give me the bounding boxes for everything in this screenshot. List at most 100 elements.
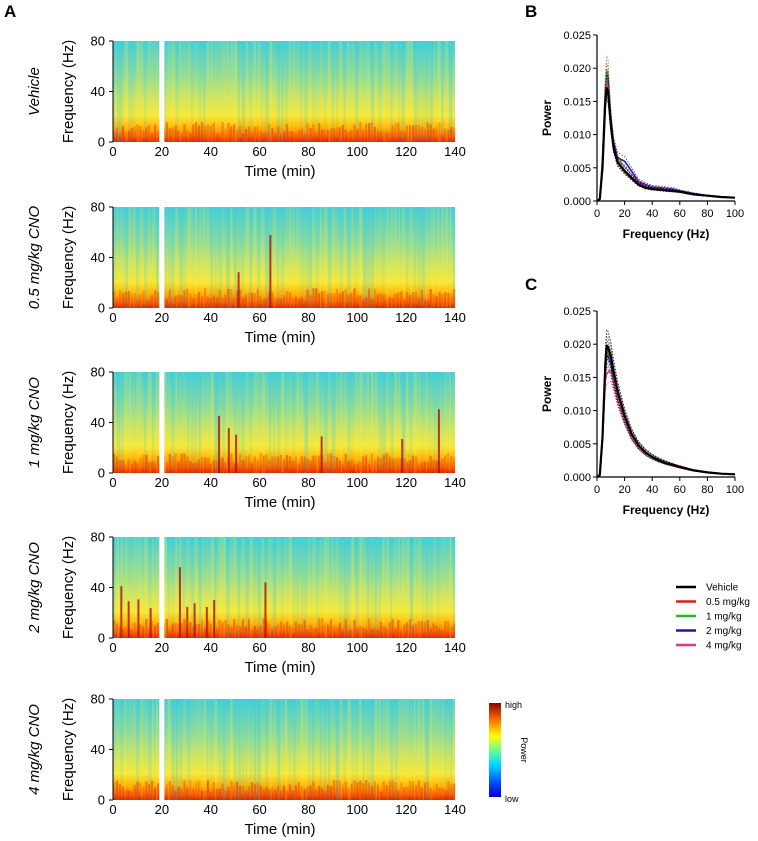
low-frequency-speckle — [362, 627, 365, 638]
y-tick-label: 80 — [91, 365, 105, 380]
low-frequency-speckle — [195, 294, 198, 308]
low-frequency-speckle — [209, 791, 212, 800]
x-tick-label: 140 — [444, 802, 466, 817]
low-frequency-speckle — [233, 619, 236, 638]
y-tick-label: 0.015 — [563, 372, 591, 384]
low-frequency-speckle — [262, 455, 265, 473]
y-tick-label: 80 — [91, 692, 105, 707]
low-frequency-band — [113, 618, 456, 638]
spectrogram-burst — [437, 409, 440, 473]
low-frequency-speckle — [441, 133, 444, 142]
series-error-upper-1-mg-kg — [596, 55, 736, 202]
low-frequency-speckle — [406, 291, 409, 308]
low-frequency-speckle — [209, 297, 212, 308]
spectrogram-streak — [163, 41, 166, 142]
spectrogram-streak — [327, 537, 330, 638]
spectrogram-streak — [179, 372, 182, 473]
spectrogram-streak — [202, 372, 205, 473]
low-frequency-speckle — [154, 625, 157, 638]
spectrogram-streak — [327, 41, 331, 142]
low-frequency-speckle — [183, 453, 186, 473]
low-frequency-speckle — [303, 788, 306, 800]
spectrogram-streak — [324, 41, 326, 142]
low-frequency-speckle — [195, 781, 198, 800]
spectrogram-streak — [421, 699, 425, 800]
low-frequency-speckle — [312, 455, 315, 473]
spectrogram-streak — [413, 537, 417, 638]
spectrogram-streak — [402, 537, 405, 638]
low-frequency-speckle — [180, 294, 183, 308]
spectrogram-streak — [202, 699, 207, 800]
low-frequency-speckle — [121, 459, 124, 473]
spectrogram-streak — [402, 372, 406, 473]
y-tick-label: 0 — [98, 631, 105, 646]
spectrogram-streak — [277, 207, 279, 308]
low-frequency-speckle — [151, 461, 154, 473]
spectrogram-streak — [257, 41, 261, 142]
low-frequency-speckle — [362, 783, 365, 800]
low-frequency-speckle — [142, 786, 145, 800]
low-frequency-speckle — [274, 626, 277, 638]
x-tick-label: 0 — [594, 484, 600, 496]
spectrogram-streak — [316, 372, 319, 473]
low-frequency-speckle — [332, 293, 336, 308]
spectrogram-streak — [378, 372, 383, 473]
low-frequency-speckle — [139, 624, 142, 638]
low-frequency-speckle — [291, 628, 295, 638]
spectrogram-streak — [163, 699, 166, 800]
low-frequency-speckle — [156, 622, 160, 638]
spectrogram-streak — [386, 699, 389, 800]
low-frequency-speckle — [224, 619, 227, 638]
x-tick-label: 0 — [594, 208, 600, 220]
spectrogram-streak — [241, 537, 245, 638]
spectrogram-streak — [292, 537, 296, 638]
low-frequency-speckle — [365, 628, 368, 638]
spectrogram-streak — [253, 537, 256, 638]
low-frequency-speckle — [236, 290, 239, 308]
spectrogram-streak — [140, 372, 142, 473]
low-frequency-speckle — [438, 787, 441, 800]
low-frequency-speckle — [394, 628, 397, 638]
low-frequency-speckle — [280, 790, 283, 800]
spectrogram-streak — [308, 207, 312, 308]
low-frequency-speckle — [365, 780, 368, 800]
low-frequency-speckle — [262, 789, 265, 800]
low-frequency-speckle — [297, 299, 300, 308]
spectrogram-streak — [155, 537, 159, 638]
low-frequency-speckle — [189, 780, 192, 800]
low-frequency-speckle — [321, 618, 324, 638]
spectrogram-burst — [264, 582, 267, 638]
low-frequency-speckle — [206, 296, 210, 308]
spectrogram-streak — [331, 207, 336, 308]
x-tick-label: 20 — [155, 640, 169, 655]
y-tick-label: 0.025 — [563, 30, 591, 42]
spectrogram-streak — [406, 537, 410, 638]
spectrogram-streak — [132, 699, 136, 800]
y-tick-label: 40 — [91, 742, 105, 757]
spectrogram-streak — [359, 537, 363, 638]
x-tick-label: 60 — [252, 802, 266, 817]
spectrogram-streak — [320, 207, 322, 308]
spectrogram-streak — [445, 41, 449, 142]
low-frequency-speckle — [353, 464, 356, 473]
low-frequency-speckle — [335, 780, 338, 800]
spectrogram-streak — [136, 699, 139, 800]
spectrogram-burst — [213, 600, 216, 638]
spectrogram-streak — [433, 207, 435, 308]
low-frequency-speckle — [130, 463, 133, 473]
low-frequency-speckle — [253, 293, 256, 308]
spectrogram-streak — [144, 41, 147, 142]
y-tick-label: 80 — [91, 34, 105, 49]
legend-item: 2 mg/kg — [676, 626, 742, 637]
low-frequency-speckle — [195, 623, 198, 638]
legend-item: Vehicle — [676, 583, 739, 594]
spectrogram-heatmap — [113, 207, 455, 308]
spectrogram-streak — [288, 699, 291, 800]
spectrogram-streak — [284, 207, 288, 308]
spectrogram-streak — [312, 372, 314, 473]
spectrogram-streak — [433, 41, 436, 142]
low-frequency-speckle — [391, 619, 394, 638]
low-frequency-speckle — [426, 299, 429, 308]
spectrogram-streak — [218, 699, 221, 800]
spectrogram-streak — [433, 699, 438, 800]
